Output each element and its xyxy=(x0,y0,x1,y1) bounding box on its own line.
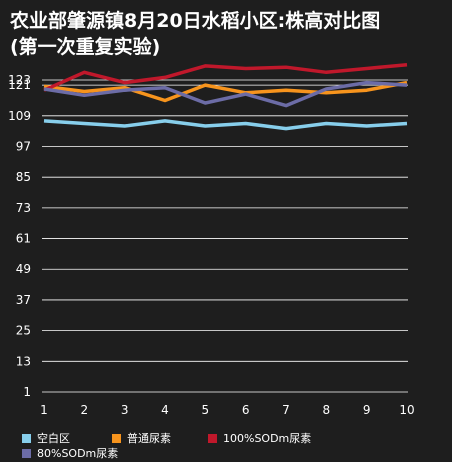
legend-swatch-urea xyxy=(112,433,121,443)
series-lines xyxy=(43,62,408,131)
x-axis-tick-labels: 1 2 3 4 5 6 7 8 9 10 xyxy=(40,403,414,417)
series-line-blank xyxy=(43,119,408,131)
legend-label-blank: 空白区 xyxy=(37,432,70,445)
y-tick-label: 37 xyxy=(16,293,31,307)
legend: 空白区 普通尿素 100%SODm尿素 80%SODm尿素 xyxy=(0,424,452,462)
legend-swatch-blank xyxy=(22,433,31,443)
legend-label-urea: 普通尿素 xyxy=(127,432,171,445)
x-tick-label: 4 xyxy=(161,403,169,417)
x-tick-label: 5 xyxy=(202,403,210,417)
legend-item-sodm-100: 100%SODm尿素 xyxy=(208,430,311,446)
y-tick-label: 109 xyxy=(8,109,31,123)
legend-label-sodm-80: 80%SODm尿素 xyxy=(37,447,119,460)
legend-item-blank: 空白区 xyxy=(22,430,70,446)
chart-title: 农业部肇源镇8月20日水稻小区:株高对比图 (第一次重复实验) xyxy=(10,8,446,60)
y-tick-label: 121 xyxy=(8,78,31,92)
y-tick-label: 97 xyxy=(16,139,31,153)
legend-label-sodm-100: 100%SODm尿素 xyxy=(223,432,312,445)
series-line-sodm-80 xyxy=(43,80,408,108)
x-tick-label: 9 xyxy=(363,403,371,417)
x-tick-label: 7 xyxy=(282,403,290,417)
legend-swatch-sodm-80 xyxy=(22,448,31,458)
x-tick-label: 2 xyxy=(81,403,89,417)
x-tick-label: 8 xyxy=(323,403,331,417)
y-tick-label: 123 xyxy=(8,73,31,87)
y-tick-label: 13 xyxy=(16,354,31,368)
y-tick-label: 1 xyxy=(23,385,31,399)
y-tick-label: 49 xyxy=(16,262,31,276)
chart-title-main: 农业部肇源镇8月20日水稻小区:株高对比图 xyxy=(10,10,381,32)
chart-subtitle: (第一次重复实验) xyxy=(10,36,161,58)
series-line-sodm-100 xyxy=(43,62,408,92)
legend-swatch-sodm-100 xyxy=(208,433,217,443)
series-line-urea xyxy=(43,80,408,103)
x-tick-label: 6 xyxy=(242,403,250,417)
x-tick-label: 3 xyxy=(121,403,129,417)
y-tick-label: 61 xyxy=(16,232,31,246)
x-tick-label: 1 xyxy=(40,403,48,417)
y-tick-label: 73 xyxy=(16,201,31,215)
x-tick-label: 10 xyxy=(399,403,414,417)
y-tick-label: 25 xyxy=(16,324,31,338)
y-tick-label: 85 xyxy=(16,170,31,184)
legend-item-urea: 普通尿素 xyxy=(112,430,171,446)
legend-item-sodm-80: 80%SODm尿素 xyxy=(22,445,118,461)
